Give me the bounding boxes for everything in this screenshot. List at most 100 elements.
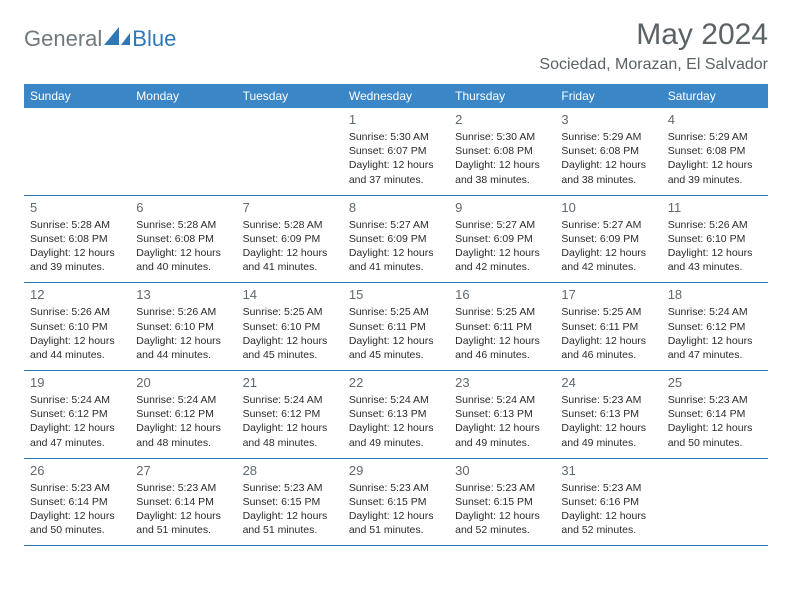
- day-sunset: Sunset: 6:09 PM: [243, 232, 337, 246]
- day-daylight1: Daylight: 12 hours: [561, 509, 655, 523]
- day-sunrise: Sunrise: 5:24 AM: [136, 393, 230, 407]
- day-sunrise: Sunrise: 5:30 AM: [455, 130, 549, 144]
- day-sunrise: Sunrise: 5:23 AM: [668, 393, 762, 407]
- day-daylight1: Daylight: 12 hours: [243, 334, 337, 348]
- day-sunset: Sunset: 6:07 PM: [349, 144, 443, 158]
- day-number: 30: [455, 463, 549, 478]
- day-number: 19: [30, 375, 124, 390]
- day-sunrise: Sunrise: 5:28 AM: [243, 218, 337, 232]
- day-daylight2: and 47 minutes.: [668, 348, 762, 362]
- day-number: 29: [349, 463, 443, 478]
- day-sunset: Sunset: 6:14 PM: [668, 407, 762, 421]
- brand-general: General: [24, 26, 102, 52]
- day-daylight1: Daylight: 12 hours: [668, 334, 762, 348]
- weeks-container: 1 Sunrise: 5:30 AM Sunset: 6:07 PM Daylight…: [24, 108, 768, 546]
- day-number: 25: [668, 375, 762, 390]
- day-cell: 28Sunrise: 5:23 AMSunset: 6:15 PMDayligh…: [237, 459, 343, 546]
- day-sunrise: Sunrise: 5:23 AM: [349, 481, 443, 495]
- day-sunset: Sunset: 6:13 PM: [455, 407, 549, 421]
- day-cell: 17Sunrise: 5:25 AMSunset: 6:11 PMDayligh…: [555, 283, 661, 370]
- month-title: May 2024: [539, 18, 768, 52]
- day-daylight2: and 48 minutes.: [136, 436, 230, 450]
- day-sunset: Sunset: 6:10 PM: [136, 320, 230, 334]
- day-daylight2: and 52 minutes.: [561, 523, 655, 537]
- week-row: 19Sunrise: 5:24 AMSunset: 6:12 PMDayligh…: [24, 371, 768, 459]
- week-row: 26Sunrise: 5:23 AMSunset: 6:14 PMDayligh…: [24, 459, 768, 547]
- day-sunset: Sunset: 6:10 PM: [668, 232, 762, 246]
- day-daylight1: Daylight: 12 hours: [136, 334, 230, 348]
- day-number: 1: [349, 112, 443, 127]
- day-number: 24: [561, 375, 655, 390]
- day-cell: 25Sunrise: 5:23 AMSunset: 6:14 PMDayligh…: [662, 371, 768, 458]
- week-row: 5Sunrise: 5:28 AMSunset: 6:08 PMDaylight…: [24, 196, 768, 284]
- day-cell: 26Sunrise: 5:23 AMSunset: 6:14 PMDayligh…: [24, 459, 130, 546]
- day-daylight1: Daylight: 12 hours: [668, 246, 762, 260]
- day-cell: 18Sunrise: 5:24 AMSunset: 6:12 PMDayligh…: [662, 283, 768, 370]
- day-daylight1: Daylight: 12 hours: [30, 246, 124, 260]
- day-daylight2: and 44 minutes.: [136, 348, 230, 362]
- day-daylight1: Daylight: 12 hours: [561, 158, 655, 172]
- day-cell: 20Sunrise: 5:24 AMSunset: 6:12 PMDayligh…: [130, 371, 236, 458]
- day-cell: 4Sunrise: 5:29 AMSunset: 6:08 PMDaylight…: [662, 108, 768, 195]
- day-daylight2: and 45 minutes.: [349, 348, 443, 362]
- day-sunset: Sunset: 6:09 PM: [455, 232, 549, 246]
- day-daylight1: Daylight: 12 hours: [30, 421, 124, 435]
- day-cell: [237, 108, 343, 195]
- day-daylight2: and 38 minutes.: [455, 173, 549, 187]
- day-daylight2: and 48 minutes.: [243, 436, 337, 450]
- day-daylight2: and 42 minutes.: [561, 260, 655, 274]
- day-sunrise: Sunrise: 5:27 AM: [455, 218, 549, 232]
- day-cell: 7Sunrise: 5:28 AMSunset: 6:09 PMDaylight…: [237, 196, 343, 283]
- day-daylight1: Daylight: 12 hours: [561, 334, 655, 348]
- week-row: 1 Sunrise: 5:30 AM Sunset: 6:07 PM Daylight…: [24, 108, 768, 196]
- day-number: 21: [243, 375, 337, 390]
- week-row: 12Sunrise: 5:26 AMSunset: 6:10 PMDayligh…: [24, 283, 768, 371]
- day-sunrise: Sunrise: 5:26 AM: [668, 218, 762, 232]
- location: Sociedad, Morazan, El Salvador: [539, 56, 768, 74]
- day-daylight1: Daylight: 12 hours: [136, 246, 230, 260]
- day-number: 26: [30, 463, 124, 478]
- day-daylight1: Daylight: 12 hours: [455, 421, 549, 435]
- day-sunrise: Sunrise: 5:24 AM: [30, 393, 124, 407]
- day-sunrise: Sunrise: 5:26 AM: [136, 305, 230, 319]
- day-daylight1: Daylight: 12 hours: [349, 246, 443, 260]
- day-cell: 27Sunrise: 5:23 AMSunset: 6:14 PMDayligh…: [130, 459, 236, 546]
- day-cell: 10Sunrise: 5:27 AMSunset: 6:09 PMDayligh…: [555, 196, 661, 283]
- day-sunrise: Sunrise: 5:23 AM: [243, 481, 337, 495]
- day-sunset: Sunset: 6:08 PM: [136, 232, 230, 246]
- day-sunrise: Sunrise: 5:23 AM: [30, 481, 124, 495]
- day-cell: 13 Sunrise: 5:26 AMSunset: 6:10 PMDayligh…: [130, 283, 236, 370]
- day-cell: 31Sunrise: 5:23 AMSunset: 6:16 PMDayligh…: [555, 459, 661, 546]
- day-number: 8: [349, 200, 443, 215]
- day-sunrise: Sunrise: 5:24 AM: [455, 393, 549, 407]
- day-sunset: Sunset: 6:10 PM: [30, 320, 124, 334]
- day-daylight1: Daylight: 12 hours: [668, 158, 762, 172]
- day-daylight1: Daylight: 12 hours: [349, 509, 443, 523]
- day-sunset: Sunset: 6:08 PM: [668, 144, 762, 158]
- day-daylight2: and 51 minutes.: [136, 523, 230, 537]
- day-number: 14: [243, 287, 337, 302]
- day-cell: 29Sunrise: 5:23 AMSunset: 6:15 PMDayligh…: [343, 459, 449, 546]
- day-daylight2: and 44 minutes.: [30, 348, 124, 362]
- day-sunset: Sunset: 6:12 PM: [136, 407, 230, 421]
- day-daylight1: Daylight: 12 hours: [349, 334, 443, 348]
- day-number: 6: [136, 200, 230, 215]
- weekday-header: Monday: [130, 84, 236, 108]
- day-sunrise: Sunrise: 5:26 AM: [30, 305, 124, 319]
- day-cell: [662, 459, 768, 546]
- weekday-header: Friday: [555, 84, 661, 108]
- day-number: 22: [349, 375, 443, 390]
- day-cell: 16Sunrise: 5:25 AMSunset: 6:11 PMDayligh…: [449, 283, 555, 370]
- day-daylight2: and 51 minutes.: [243, 523, 337, 537]
- weekday-header: Wednesday: [343, 84, 449, 108]
- day-daylight2: and 45 minutes.: [243, 348, 337, 362]
- day-number: 28: [243, 463, 337, 478]
- day-sunrise: Sunrise: 5:25 AM: [455, 305, 549, 319]
- day-daylight1: Daylight: 12 hours: [243, 509, 337, 523]
- day-number: 10: [561, 200, 655, 215]
- day-sunset: Sunset: 6:10 PM: [243, 320, 337, 334]
- day-sunrise: Sunrise: 5:25 AM: [243, 305, 337, 319]
- calendar-grid: Sunday Monday Tuesday Wednesday Thursday…: [24, 84, 768, 546]
- day-number: 13: [136, 287, 230, 302]
- day-daylight1: Daylight: 12 hours: [30, 509, 124, 523]
